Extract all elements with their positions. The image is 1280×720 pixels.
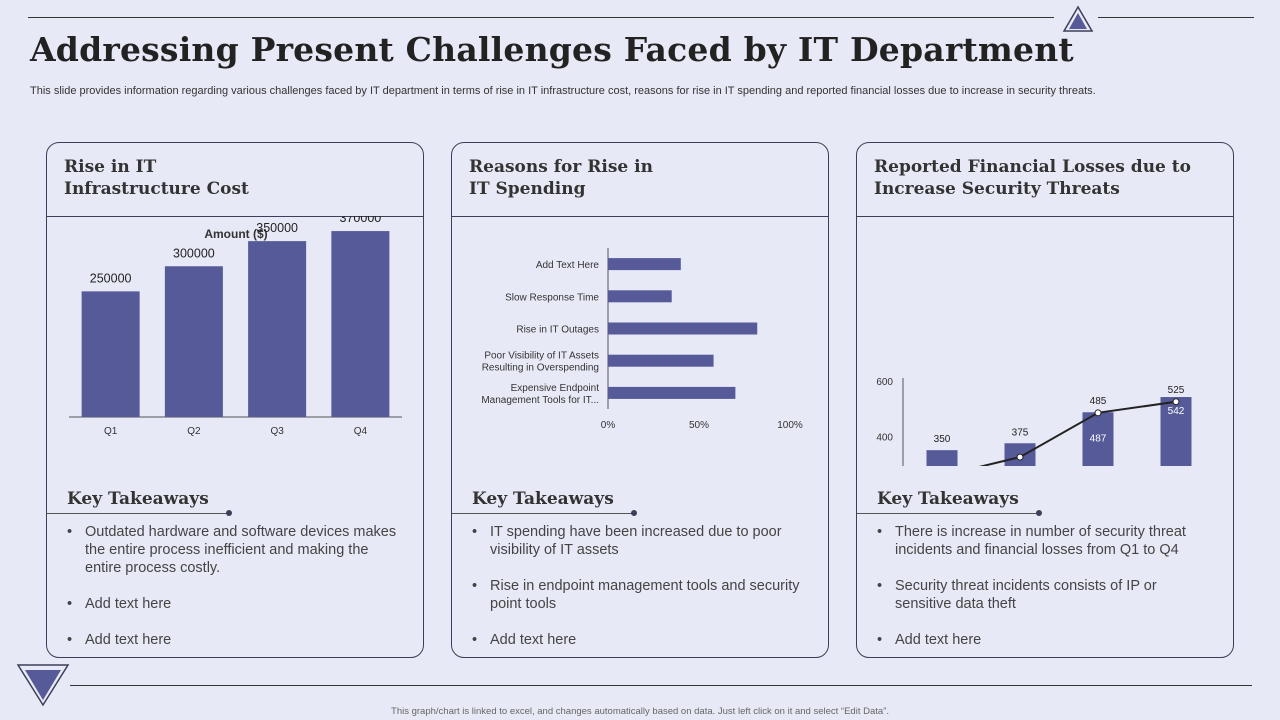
category-label: Add Text Here xyxy=(536,260,600,271)
takeaway-item: IT spending have been increased due to p… xyxy=(472,523,802,559)
x-tick-label: Q3 xyxy=(270,426,284,437)
footer-note: This graph/chart is linked to excel, and… xyxy=(391,706,889,717)
chart-title: Amount ($) xyxy=(204,227,267,241)
panel-title-line2: Infrastructure Cost xyxy=(64,179,249,199)
category-label: Expensive Endpoint Management Tools for I… xyxy=(481,383,599,406)
bar xyxy=(1160,397,1192,466)
panel-it-spending: Reasons for Rise in IT Spending Add Text… xyxy=(451,142,829,658)
top-rule xyxy=(28,17,1054,18)
line-series xyxy=(978,400,1177,466)
bar xyxy=(248,241,307,417)
key-takeaways-title: Key Takeaways xyxy=(67,489,209,509)
bar xyxy=(608,290,672,303)
y-tick-label: 600 xyxy=(876,377,893,388)
x-tick-label: Q1 xyxy=(104,426,118,437)
line-point xyxy=(1172,398,1180,406)
financial-losses-chart[interactable]: 0200400600Q1Q2Q3Q43502573753254854875255… xyxy=(857,216,1233,466)
triangle-logo-icon xyxy=(1062,5,1094,32)
category-label-line: Slow Response Time xyxy=(505,292,599,303)
top-rule-right xyxy=(1098,17,1254,18)
panel-title-line1: Reported Financial Losses due to xyxy=(874,157,1191,177)
x-tick-label: 0% xyxy=(601,420,616,431)
page-title: Addressing Present Challenges Faced by I… xyxy=(30,30,1074,69)
takeaway-item: Rise in endpoint management tools and se… xyxy=(472,577,802,613)
x-tick-label: Q2 xyxy=(187,426,201,437)
x-tick-label: 50% xyxy=(689,420,709,431)
key-takeaways-dot xyxy=(226,510,232,516)
it-spending-chart[interactable]: Add Text Here Slow Response Time Rise in I… xyxy=(452,216,828,446)
panel-title-line2: IT Spending xyxy=(469,179,586,199)
bar xyxy=(608,386,736,399)
panel-header: Reasons for Rise in IT Spending xyxy=(452,143,828,217)
category-label-line: Poor Visibility of IT Assets xyxy=(484,351,599,362)
takeaway-item: There is increase in number of security … xyxy=(877,523,1207,559)
takeaway-item: Outdated hardware and software devices m… xyxy=(67,523,397,577)
key-takeaways-title: Key Takeaways xyxy=(472,489,614,509)
y-tick-label: 400 xyxy=(876,432,893,443)
category-label-line: Add Text Here xyxy=(536,260,600,271)
panel-title-line1: Rise in IT xyxy=(64,157,157,177)
key-takeaways-rule xyxy=(47,513,229,514)
takeaway-item: Add text here xyxy=(67,631,397,649)
key-takeaways-rule xyxy=(452,513,634,514)
bottom-rule xyxy=(70,685,1252,686)
takeaway-item: Add text here xyxy=(67,595,397,613)
category-label-line: Management Tools for IT... xyxy=(481,395,599,406)
panel-title-line2: Increase Security Threats xyxy=(874,179,1120,199)
bar xyxy=(81,291,140,417)
bar xyxy=(608,258,681,271)
key-takeaways-title: Key Takeaways xyxy=(877,489,1019,509)
bar-data-label: 350 xyxy=(934,434,951,445)
x-tick-label: 100% xyxy=(777,420,803,431)
bar-data-label: 375 xyxy=(1012,427,1029,438)
triangle-down-icon xyxy=(16,664,70,707)
takeaways-list: There is increase in number of security … xyxy=(877,523,1207,667)
bar xyxy=(608,322,758,335)
takeaways-list: Outdated hardware and software devices m… xyxy=(67,523,397,667)
key-takeaways-rule xyxy=(857,513,1039,514)
category-label: Slow Response Time xyxy=(505,292,599,303)
key-takeaways-dot xyxy=(1036,510,1042,516)
panel-header: Reported Financial Losses due to Increas… xyxy=(857,143,1233,217)
panel-header: Rise in IT Infrastructure Cost xyxy=(47,143,423,217)
takeaways-list: IT spending have been increased due to p… xyxy=(472,523,802,667)
bar xyxy=(608,354,714,367)
bar-data-label: 487 xyxy=(1090,433,1107,444)
x-tick-label: Q4 xyxy=(354,426,368,437)
data-label: 370000 xyxy=(340,216,382,225)
line-data-label: 525 xyxy=(1168,385,1185,396)
data-label: 250000 xyxy=(90,271,132,285)
line-data-label: 485 xyxy=(1090,396,1107,407)
category-label: Poor Visibility of IT Assets Resulting in… xyxy=(482,351,599,374)
bar xyxy=(331,231,390,417)
panel-title: Reasons for Rise in IT Spending xyxy=(469,156,653,200)
panel-infrastructure-cost: Rise in IT Infrastructure Cost Amount ($… xyxy=(46,142,424,658)
key-takeaways-dot xyxy=(631,510,637,516)
category-label: Rise in IT Outages xyxy=(516,325,599,336)
bar-data-label: 542 xyxy=(1168,406,1185,417)
panel-title: Rise in IT Infrastructure Cost xyxy=(64,156,249,200)
bar xyxy=(164,266,223,417)
page-subtitle: This slide provides information regardin… xyxy=(30,85,1096,97)
panel-financial-losses: Reported Financial Losses due to Increas… xyxy=(856,142,1234,658)
category-label-line: Expensive Endpoint xyxy=(511,383,600,394)
infrastructure-cost-chart[interactable]: Amount ($) 250000 Q1 300000 Q2 350000 Q3 370000… xyxy=(47,216,423,446)
data-label: 300000 xyxy=(173,246,215,260)
panel-title: Reported Financial Losses due to Increas… xyxy=(874,156,1191,200)
panel-title-line1: Reasons for Rise in xyxy=(469,157,653,177)
line-point xyxy=(1016,453,1024,461)
data-label: 350000 xyxy=(256,221,298,235)
line-point xyxy=(1094,409,1102,417)
category-label-line: Rise in IT Outages xyxy=(516,325,599,336)
takeaway-item: Security threat incidents consists of IP… xyxy=(877,577,1207,613)
bar xyxy=(1082,412,1114,466)
takeaway-item: Add text here xyxy=(877,631,1207,649)
category-label-line: Resulting in Overspending xyxy=(482,363,599,374)
takeaway-item: Add text here xyxy=(472,631,802,649)
bar xyxy=(926,450,958,466)
